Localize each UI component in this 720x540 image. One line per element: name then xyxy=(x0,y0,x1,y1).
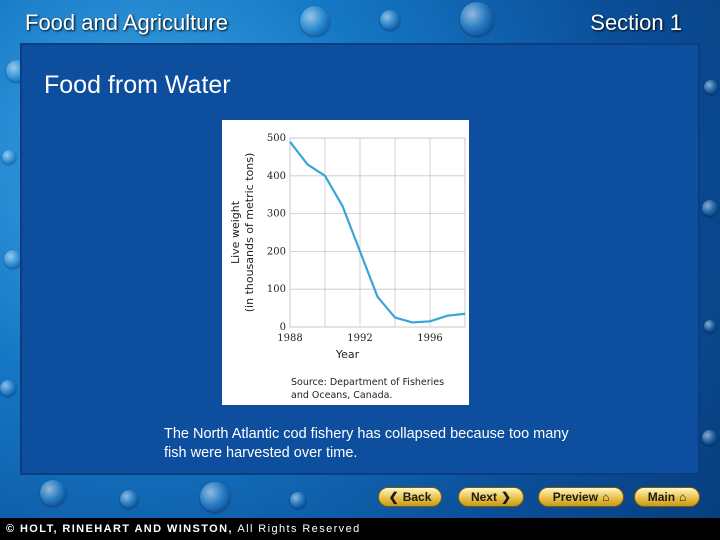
x-tick-label: 1996 xyxy=(417,333,442,344)
y-axis-sublabel: (in thousands of metric tons) xyxy=(243,153,256,313)
main-button[interactable]: Main ⌂ xyxy=(634,487,700,507)
navigation-bar: ❮ Back Next ❯ Preview ⌂ Main ⌂ xyxy=(0,487,720,509)
main-label: Main xyxy=(647,490,676,504)
y-tick-label: 300 xyxy=(267,209,286,220)
content-panel: Food from Water 0 100 200 300 400 500 1988 1992… xyxy=(20,43,700,475)
chevron-left-icon: ❮ xyxy=(388,490,399,504)
x-tick-label: 1992 xyxy=(347,333,372,344)
publisher-name: © HOLT, RINEHART AND WINSTON, xyxy=(6,523,233,535)
x-axis-label: Year xyxy=(335,348,360,361)
line-chart: 0 100 200 300 400 500 1988 1992 1996 Year Live wei… xyxy=(229,133,466,401)
y-tick-label: 100 xyxy=(267,284,286,295)
rights-text: All Rights Reserved xyxy=(237,523,361,535)
cod-chart-figure: 0 100 200 300 400 500 1988 1992 1996 Year Live wei… xyxy=(222,120,469,405)
next-label: Next xyxy=(470,490,497,504)
cod-catch-line xyxy=(289,141,466,324)
source-note: Source: Department of Fisheries xyxy=(291,377,444,388)
y-tick-label: 400 xyxy=(267,171,286,182)
x-tick-label: 1988 xyxy=(277,333,302,344)
preview-label: Preview xyxy=(552,490,599,504)
subject-title: Food and Agriculture xyxy=(25,10,229,35)
y-tick-label: 200 xyxy=(267,246,286,257)
next-button[interactable]: Next ❯ xyxy=(458,487,524,507)
back-button[interactable]: ❮ Back xyxy=(378,487,442,507)
chevron-right-icon: ❯ xyxy=(500,490,512,504)
y-tick-label: 0 xyxy=(280,322,286,333)
source-note: and Oceans, Canada. xyxy=(291,390,392,401)
home-icon: ⌂ xyxy=(679,490,687,504)
y-axis-label: Live weight xyxy=(229,200,242,264)
back-label: Back xyxy=(402,490,432,504)
plot-area xyxy=(289,137,466,328)
section-label: Section 1 xyxy=(590,10,682,35)
preview-button[interactable]: Preview ⌂ xyxy=(538,487,624,507)
slide-title: Food from Water xyxy=(44,71,231,99)
home-icon: ⌂ xyxy=(602,490,610,504)
copyright-footer: © HOLT, RINEHART AND WINSTON, All Rights… xyxy=(0,518,720,540)
slide-caption: The North Atlantic cod fishery has colla… xyxy=(164,426,569,461)
y-tick-label: 500 xyxy=(267,133,286,144)
